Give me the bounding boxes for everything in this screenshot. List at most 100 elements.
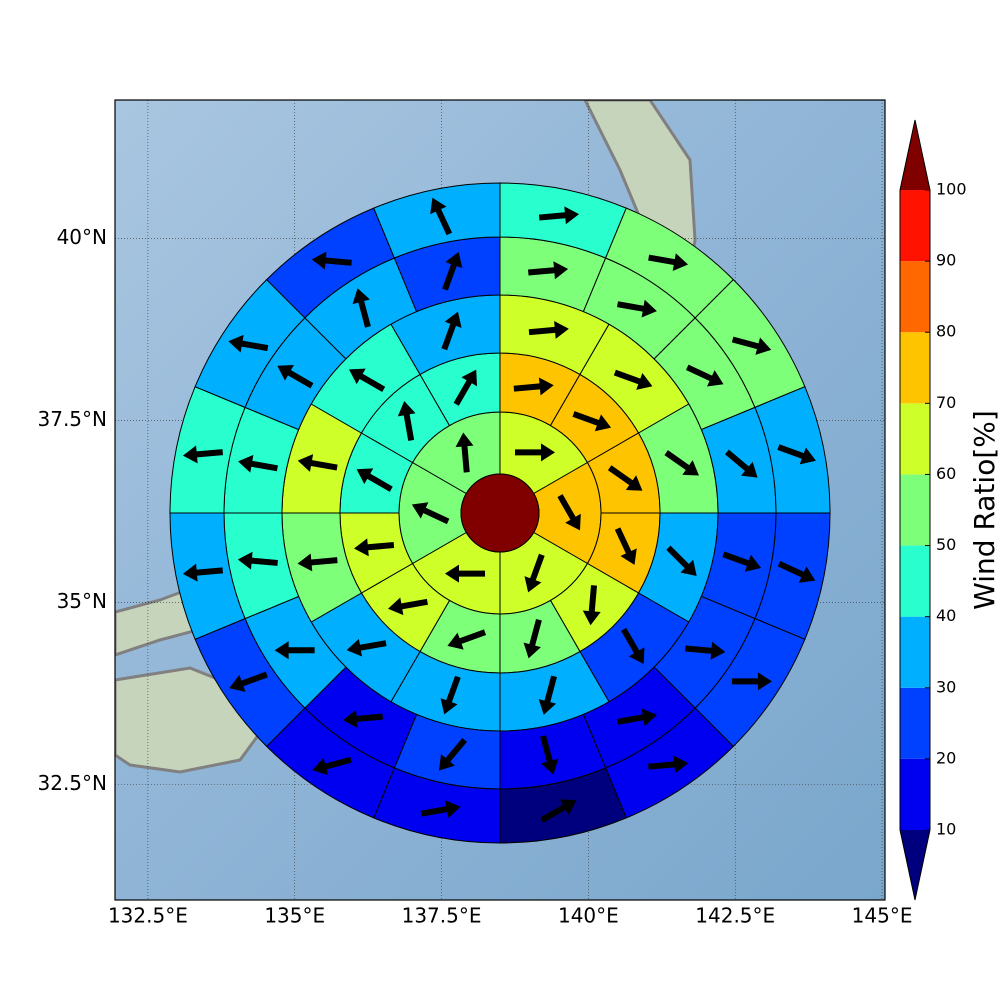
y-tick-label: 40°N	[57, 225, 107, 249]
wind-arrow	[238, 454, 278, 473]
colorbar-tick-label: 10	[936, 820, 956, 839]
colorbar: 10 20 30 40 50 60 70 80 90 100	[899, 119, 967, 901]
wind-arrow	[648, 253, 689, 271]
wind-arrow	[447, 629, 487, 650]
wind-arrow	[277, 364, 314, 389]
wind-arrow	[397, 401, 416, 441]
wind-arrow	[777, 560, 816, 583]
wind-arrow	[528, 261, 569, 280]
wind-arrow	[685, 364, 724, 387]
wind-arrow	[388, 597, 428, 616]
wind-arrow	[297, 553, 338, 572]
sectors	[169, 182, 831, 844]
sector	[373, 182, 501, 259]
wind-arrow	[617, 299, 657, 318]
wind-arrow	[440, 675, 461, 715]
wind-arrow	[430, 197, 453, 236]
wind-arrow	[617, 708, 657, 727]
axes: 132.5°E 135°E 137.5°E 140°E 142.5°E 145°E 32.5…	[38, 225, 913, 928]
wind-arrow	[229, 671, 268, 692]
wind-arrow	[528, 320, 569, 339]
colorbar-tick-label: 80	[936, 322, 956, 341]
colorbar-segment	[900, 687, 930, 759]
wind-arrow	[297, 454, 338, 472]
wind-arrow	[731, 336, 772, 355]
wind-arrow	[411, 502, 450, 525]
colorbar-segment	[900, 403, 930, 475]
wind-arrow	[420, 800, 461, 818]
wind-arrow	[722, 551, 762, 572]
colorbar-segment	[900, 616, 930, 688]
wind-arrow	[182, 445, 224, 464]
wind-arrow	[731, 672, 772, 691]
y-tick-label: 35°N	[57, 589, 107, 613]
plot-frame	[114, 99, 886, 901]
x-tick-label: 142.5°E	[695, 904, 775, 928]
wind-arrow	[523, 618, 542, 659]
wind-arrow	[685, 641, 726, 660]
wind-arrow	[607, 465, 643, 491]
wind-arrow	[572, 411, 612, 432]
wind-arrow	[349, 368, 386, 392]
colorbar-segment	[900, 758, 930, 830]
wind-arrow	[455, 432, 474, 473]
wind-arrow	[725, 449, 758, 478]
wind-arrow	[538, 675, 557, 715]
colorbar-tick-label: 60	[936, 464, 956, 483]
colorbar-segment	[900, 545, 930, 617]
x-tick-label: 140°E	[558, 904, 619, 928]
colorbar-outline	[899, 119, 931, 901]
colorbar-tick-label: 50	[936, 535, 956, 554]
wind-arrow	[513, 377, 554, 396]
colorbar-tick-label: 70	[936, 393, 956, 412]
colorbar-tick-label: 90	[936, 251, 956, 270]
wind-arrow	[182, 563, 224, 582]
wind-arrow	[540, 799, 577, 823]
wind-arrow	[342, 709, 383, 728]
wind-arrow	[274, 641, 315, 660]
wind-arrow	[524, 553, 545, 593]
x-tick-label: 135°E	[264, 904, 325, 928]
wind-arrow	[582, 585, 601, 626]
arrows	[182, 197, 816, 823]
wind-arrow	[621, 627, 645, 664]
colorbar-extend-over	[900, 120, 930, 190]
wind-arrow	[453, 369, 478, 406]
colorbar-tick-label: 100	[936, 180, 967, 199]
wind-arrow	[354, 538, 395, 557]
colorbar-extend-under	[900, 830, 930, 900]
wind-arrow	[445, 564, 485, 583]
wind-arrow	[312, 756, 352, 776]
wind-arrow	[442, 251, 463, 291]
colorbar-segment	[900, 332, 930, 404]
wind-arrow	[438, 738, 467, 771]
colorbar-segment	[900, 474, 930, 546]
colorbar-label: Wind Ratio[%]	[968, 410, 1000, 610]
wind-arrow	[664, 450, 699, 476]
wind-arrow	[557, 494, 581, 531]
wind-arrow	[352, 288, 371, 328]
wind-arrow	[228, 334, 269, 353]
wind-arrow	[538, 206, 580, 225]
wind-arrow	[666, 545, 697, 577]
x-tick-label: 137.5°E	[402, 904, 482, 928]
colorbar-segment	[900, 190, 930, 262]
x-tick-label: 145°E	[852, 904, 913, 928]
wind-arrow	[515, 443, 555, 462]
wind-arrow	[356, 468, 393, 492]
center-circle	[460, 473, 540, 553]
wind-arrow	[648, 755, 689, 774]
colorbar-segment	[900, 261, 930, 333]
y-tick-label: 37.5°N	[38, 407, 108, 431]
wind-arrow	[311, 251, 352, 270]
x-tick-label: 132.5°E	[108, 904, 188, 928]
colorbar-tick-label: 30	[936, 677, 956, 696]
y-tick-label: 32.5°N	[38, 771, 108, 795]
wind-arrow	[540, 735, 559, 775]
colorbar-tick-label: 40	[936, 606, 956, 625]
wind-arrow	[777, 444, 816, 465]
wind-arrow	[346, 638, 387, 657]
wind-arrow	[237, 551, 278, 570]
colorbar-tick-label: 20	[936, 748, 956, 767]
